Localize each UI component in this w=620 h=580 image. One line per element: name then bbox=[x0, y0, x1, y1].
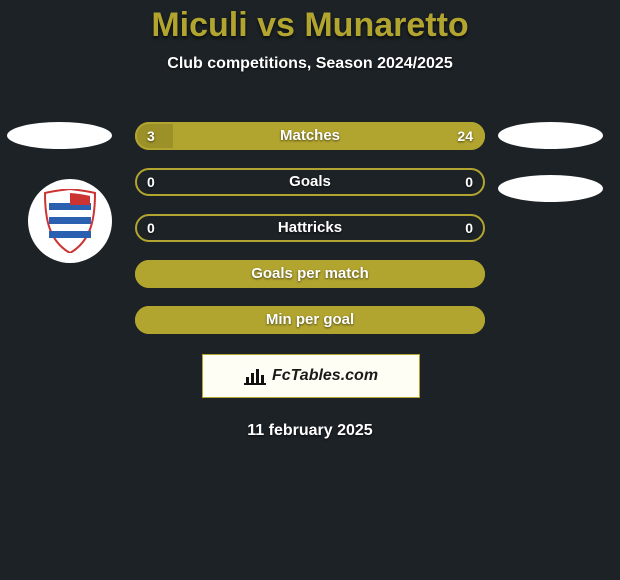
comparison-bars: 324Matches 00Goals 00Hattricks Goals per ma… bbox=[135, 122, 485, 352]
source-badge: FcTables.com bbox=[202, 354, 420, 398]
stat-label: Goals per match bbox=[135, 260, 485, 288]
stat-row: 324Matches bbox=[135, 122, 485, 150]
stat-row: 00Hattricks bbox=[135, 214, 485, 242]
date-label: 11 february 2025 bbox=[0, 422, 620, 440]
bar-chart-icon bbox=[244, 367, 266, 385]
stat-row: Goals per match bbox=[135, 260, 485, 288]
source-label: FcTables.com bbox=[272, 367, 378, 385]
stat-label: Hattricks bbox=[135, 214, 485, 242]
stat-label: Min per goal bbox=[135, 306, 485, 334]
club-right-logo bbox=[498, 175, 603, 202]
page-title: Miculi vs Munaretto bbox=[0, 0, 620, 45]
comparison-infographic: Miculi vs Munaretto Club competitions, S… bbox=[0, 0, 620, 580]
club-left-logo bbox=[28, 179, 112, 263]
stat-label: Matches bbox=[135, 122, 485, 150]
player-left-photo bbox=[7, 122, 112, 149]
player-right-photo bbox=[498, 122, 603, 149]
stat-row: Min per goal bbox=[135, 306, 485, 334]
stat-row: 00Goals bbox=[135, 168, 485, 196]
stat-label: Goals bbox=[135, 168, 485, 196]
subtitle: Club competitions, Season 2024/2025 bbox=[0, 55, 620, 73]
shield-icon bbox=[43, 189, 97, 253]
